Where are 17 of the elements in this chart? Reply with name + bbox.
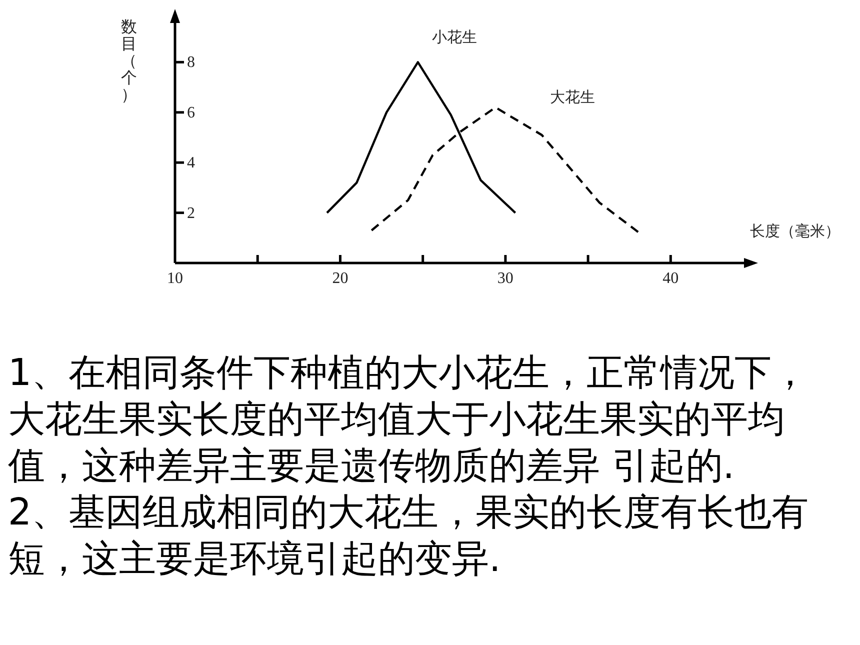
x-tick-label: 20	[332, 270, 348, 287]
x-tick-label: 30	[497, 270, 514, 287]
y-tick-label: 4	[187, 154, 195, 172]
y-tick-label: 8	[187, 54, 195, 72]
text: 短，这主要是环境引起的变异.	[8, 537, 501, 580]
y-tick-label: 2	[187, 204, 195, 222]
text: 2、基因组成相同的大花生，果实的长度有长也有	[8, 490, 809, 534]
text: 大花生果实长度的平均值大于小花生果实的平均	[8, 398, 785, 440]
x-axis-title: 长度（毫米）	[750, 222, 840, 240]
series-label: 大花生	[550, 88, 595, 106]
series-label: 小花生	[432, 28, 477, 46]
x-tick-label: 40	[662, 270, 679, 287]
text: 1、在相同条件下种植的大小花生，正常情况下，	[8, 351, 809, 394]
x-tick-label: 10	[167, 270, 183, 287]
y-tick-label: 6	[187, 104, 195, 122]
y-axis-title: 数目（个）	[121, 17, 137, 104]
text: 值，这种差异主要是遗传物质的差异 引起的.	[8, 444, 735, 487]
